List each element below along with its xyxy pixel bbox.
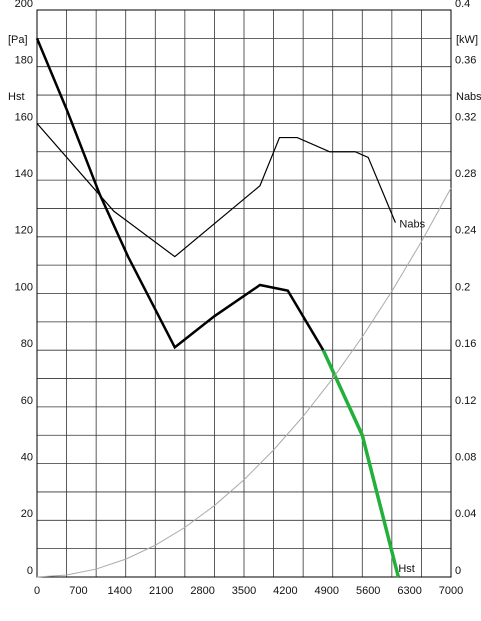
y-tick-label: 0 [27, 565, 33, 577]
y2-tick-label: 0.08 [455, 452, 476, 464]
x-tick-label: 7000 [439, 585, 463, 597]
x-tick-label: 6300 [397, 585, 421, 597]
y-tick-label: 180 [15, 55, 33, 67]
y2-unit: [kW] [456, 34, 478, 46]
x-tick-label: 0 [34, 585, 40, 597]
x-tick-label: 5600 [356, 585, 380, 597]
y-tick-label: 200 [15, 0, 33, 10]
x-tick-label: 3500 [232, 585, 256, 597]
y2-tick-label: 0.12 [455, 395, 476, 407]
y-tick-label: 40 [21, 452, 33, 464]
x-tick-label: 700 [69, 585, 87, 597]
y-tick-label: 80 [21, 338, 33, 350]
x-tick-label: 2100 [149, 585, 173, 597]
series-line [321, 349, 401, 578]
y2-tick-label: 0.04 [455, 508, 476, 520]
y2-tick-label: 0.28 [455, 168, 476, 180]
series-line [36, 187, 452, 578]
y-tick-label: 100 [15, 281, 33, 293]
curve-label: Nabs [399, 219, 425, 231]
y2-tick-label: 0.24 [455, 225, 476, 237]
y2-tick-label: 0 [455, 565, 461, 577]
x-tick-label: 2800 [190, 585, 214, 597]
y-tick-label: 140 [15, 168, 33, 180]
series-line [36, 123, 396, 258]
y2-tick-label: 0.32 [455, 111, 476, 123]
y-label: Hst [8, 91, 25, 103]
y2-tick-label: 0.16 [455, 338, 476, 350]
y2-tick-label: 0.36 [455, 55, 476, 67]
series-line [35, 37, 325, 351]
plot-frame [36, 9, 452, 578]
y-tick-label: 120 [15, 225, 33, 237]
y-unit: [Pa] [8, 34, 28, 46]
y-tick-label: 60 [21, 395, 33, 407]
x-tick-label: 4200 [273, 585, 297, 597]
y2-tick-label: 0.2 [455, 281, 470, 293]
y-tick-label: 160 [15, 111, 33, 123]
y2-label: Nabs [456, 91, 481, 103]
y2-tick-label: 0.4 [455, 0, 470, 10]
y-tick-label: 20 [21, 508, 33, 520]
curve-label: Hst [398, 563, 415, 575]
x-tick-label: 4900 [315, 585, 339, 597]
x-tick-label: 1400 [108, 585, 132, 597]
